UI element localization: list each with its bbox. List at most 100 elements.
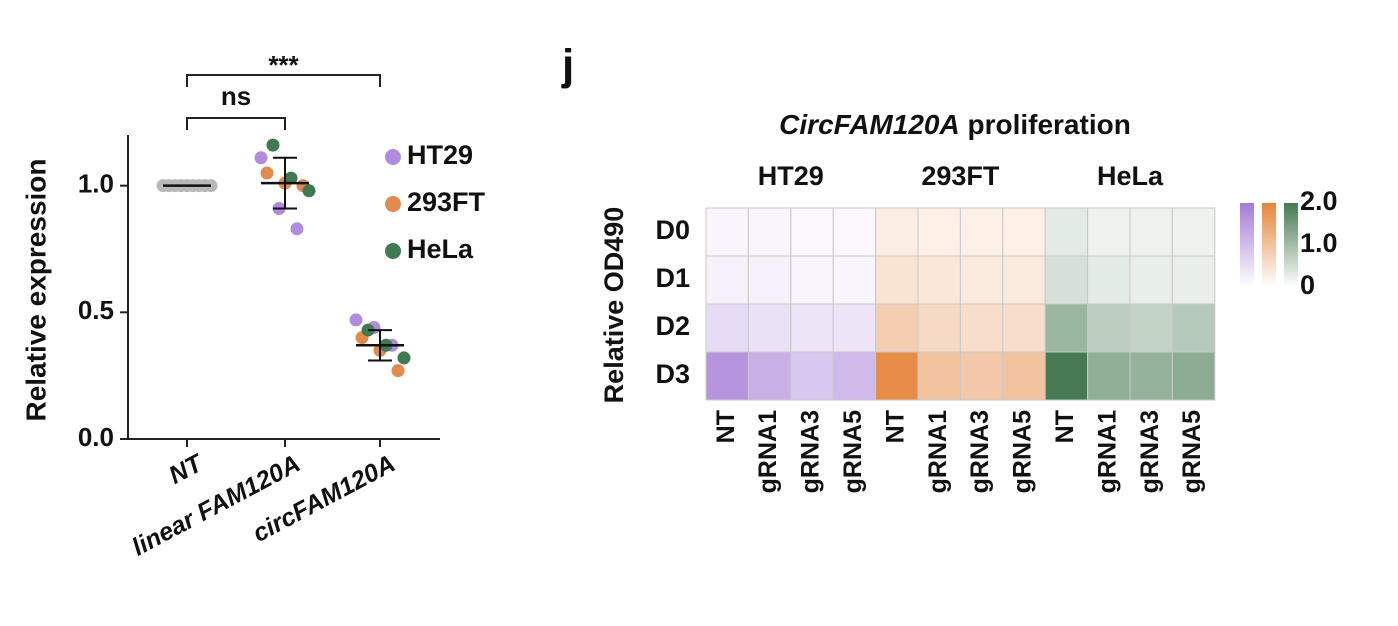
colorbar	[1240, 203, 1254, 287]
legend-label: 293FT	[407, 187, 486, 217]
column-label: NT	[712, 410, 740, 443]
x-tick-label: NT	[164, 448, 209, 490]
significance-bracket	[186, 117, 286, 130]
heatmap-cell	[959, 255, 1004, 305]
group-label: 293FT	[921, 161, 1000, 191]
heatmap-cell	[959, 351, 1004, 401]
column-label: gRNA3	[966, 410, 994, 493]
heatmap-cell	[1044, 303, 1089, 353]
column-label: gRNA5	[1009, 410, 1037, 493]
row-label: D0	[655, 215, 690, 245]
column-label: gRNA1	[754, 410, 782, 493]
column-label: gRNA5	[839, 410, 867, 493]
y-axis-label: Relative expression	[20, 158, 51, 421]
heatmap-cell	[1129, 303, 1173, 353]
heatmap-cell	[1087, 255, 1131, 305]
heatmap-cell	[875, 351, 919, 401]
chart-title: CircFAM120A proliferation	[779, 109, 1131, 140]
heatmap-cell	[1171, 351, 1216, 401]
error-bar	[273, 156, 297, 210]
heatmap-cell	[747, 303, 792, 353]
legend-marker	[385, 243, 401, 259]
y-tick-label: 0.5	[78, 295, 114, 325]
heatmap-cell	[705, 303, 749, 353]
heatmap-cell	[875, 255, 919, 305]
data-point	[266, 138, 280, 152]
data-point	[302, 184, 316, 198]
legend-marker	[385, 149, 401, 165]
data-point	[349, 313, 363, 327]
column-label: gRNA1	[924, 410, 952, 493]
heatmap-cell	[1002, 303, 1046, 353]
heatmap-cell	[1087, 303, 1131, 353]
column-label: gRNA3	[1136, 410, 1164, 493]
heatmap-cell	[917, 351, 961, 401]
legend-marker	[385, 196, 401, 212]
heatmap-cell	[832, 351, 877, 401]
heatmap-cell	[705, 255, 749, 305]
heatmap-cell	[917, 207, 961, 257]
heatmap-cell	[832, 207, 877, 257]
heatmap-cell	[1129, 351, 1173, 401]
panel-label: j	[561, 41, 574, 90]
heatmap-cell	[1044, 255, 1089, 305]
heatmap-cell	[790, 207, 834, 257]
heatmap-cell	[1044, 351, 1089, 401]
heatmap-cell	[1129, 255, 1173, 305]
heatmap-cell	[747, 207, 792, 257]
significance-label: ***	[268, 50, 299, 80]
heatmap-cell	[875, 303, 919, 353]
colorbar-tick-label: 2.0	[1300, 186, 1338, 216]
heatmap-cell	[1171, 303, 1216, 353]
heatmap-cell	[959, 303, 1004, 353]
heatmap-cell	[832, 303, 877, 353]
data-point	[290, 222, 304, 236]
group-label: HeLa	[1097, 161, 1164, 191]
column-label: NT	[881, 410, 909, 443]
heatmap-cell	[705, 351, 749, 401]
colorbar-tick-label: 0	[1300, 270, 1315, 300]
heatmap-cell	[747, 255, 792, 305]
heatmap-cell	[959, 207, 1004, 257]
column-label: gRNA5	[1178, 410, 1206, 493]
data-point	[284, 171, 298, 185]
heatmap-cell	[1002, 207, 1046, 257]
heatmap-cell	[917, 303, 961, 353]
row-label: D2	[655, 311, 690, 341]
y-tick-label: 1.0	[78, 169, 114, 199]
colorbar	[1284, 203, 1298, 287]
heatmap-cell	[917, 255, 961, 305]
heatmap-cell	[1171, 207, 1216, 257]
legend-label: HT29	[407, 140, 473, 170]
data-point	[254, 151, 268, 165]
title-rest: proliferation	[967, 109, 1130, 140]
group-label: HT29	[758, 161, 824, 191]
row-label: D3	[655, 359, 690, 389]
y-axis-label: Relative OD490	[599, 207, 629, 404]
error-bar	[368, 329, 392, 362]
legend-label: HeLa	[407, 234, 474, 264]
y-tick-label: 0.0	[78, 422, 114, 452]
x-tick-label: linear FAM120A	[127, 449, 305, 561]
heatmap-cell	[875, 207, 919, 257]
heatmap-cell	[1044, 207, 1089, 257]
column-label: gRNA3	[797, 410, 825, 493]
heatmap-cell	[790, 255, 834, 305]
colorbar	[1262, 203, 1276, 287]
title-italic: CircFAM120A	[779, 109, 960, 140]
heatmap-cell	[790, 303, 834, 353]
heatmap-cell	[1087, 351, 1131, 401]
column-label: NT	[1051, 410, 1079, 443]
row-label: D1	[655, 263, 690, 293]
column-label: gRNA1	[1093, 410, 1121, 493]
heatmap-cell	[1087, 207, 1131, 257]
heatmap-cell	[1129, 207, 1173, 257]
data-point	[391, 364, 405, 378]
heatmap-cell	[1171, 255, 1216, 305]
heatmap-cell	[1002, 351, 1046, 401]
heatmap-cell	[747, 351, 792, 401]
data-point	[260, 166, 274, 180]
heatmap-cell	[832, 255, 877, 305]
heatmap-cell	[705, 207, 749, 257]
